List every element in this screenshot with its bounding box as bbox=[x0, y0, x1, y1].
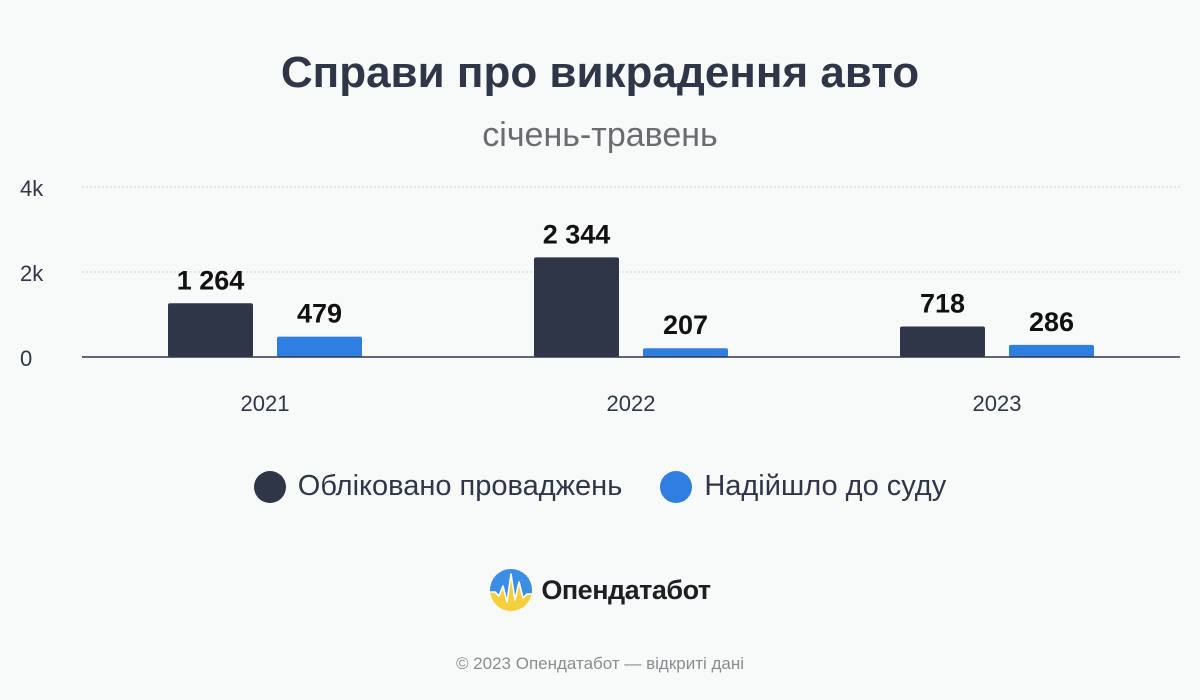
y-tick-label-2: 4k bbox=[20, 176, 44, 201]
y-tick-label-0: 0 bbox=[20, 346, 32, 371]
legend-item-registered[interactable]: Обліковано проваджень bbox=[253, 470, 623, 503]
legend-dot-registered bbox=[253, 470, 286, 503]
bar-2022-s0 bbox=[534, 257, 619, 357]
data-label-2022-s0: 2 344 bbox=[543, 219, 611, 249]
chart-title: Справи про викрадення авто bbox=[280, 48, 920, 97]
legend-item-court[interactable]: Надійшло до суду bbox=[660, 470, 946, 503]
data-label-2023-s0: 718 bbox=[920, 288, 965, 318]
x-tick-label-2021: 2021 bbox=[241, 391, 290, 416]
brand[interactable]: Опендатабот bbox=[0, 568, 1200, 612]
bar-2022-s1 bbox=[643, 348, 728, 357]
data-label-2021-s0: 1 264 bbox=[177, 265, 245, 295]
legend-dot-court bbox=[660, 470, 693, 503]
chart-legend: Обліковано проваджень Надійшло до суду bbox=[0, 470, 1200, 503]
data-label-2021-s1: 479 bbox=[297, 299, 342, 329]
opendatabot-logo-icon bbox=[490, 569, 533, 611]
x-tick-label-2022: 2022 bbox=[607, 391, 656, 416]
bar-chart: 0 2k 4k 1 264 479 2021 2 344 207 2022 718 286 2023 bbox=[20, 176, 1180, 416]
legend-label-court: Надійшло до суду bbox=[704, 470, 947, 502]
data-label-2022-s1: 207 bbox=[663, 310, 708, 340]
x-tick-label-2023: 2023 bbox=[973, 391, 1022, 416]
data-label-2023-s1: 286 bbox=[1029, 307, 1074, 337]
bar-2021-s0 bbox=[168, 303, 253, 357]
legend-label-registered: Обліковано проваджень bbox=[297, 470, 623, 502]
y-tick-label-1: 2k bbox=[20, 261, 44, 286]
bar-2023-s1 bbox=[1009, 344, 1094, 357]
bar-2021-s1 bbox=[277, 336, 362, 357]
chart-subtitle: січень-травень bbox=[482, 116, 718, 154]
bar-2023-s0 bbox=[900, 326, 985, 357]
footer-copyright: © 2023 Опендатабот — відкриті дані bbox=[455, 654, 745, 673]
brand-name: Опендатабот bbox=[541, 574, 711, 605]
